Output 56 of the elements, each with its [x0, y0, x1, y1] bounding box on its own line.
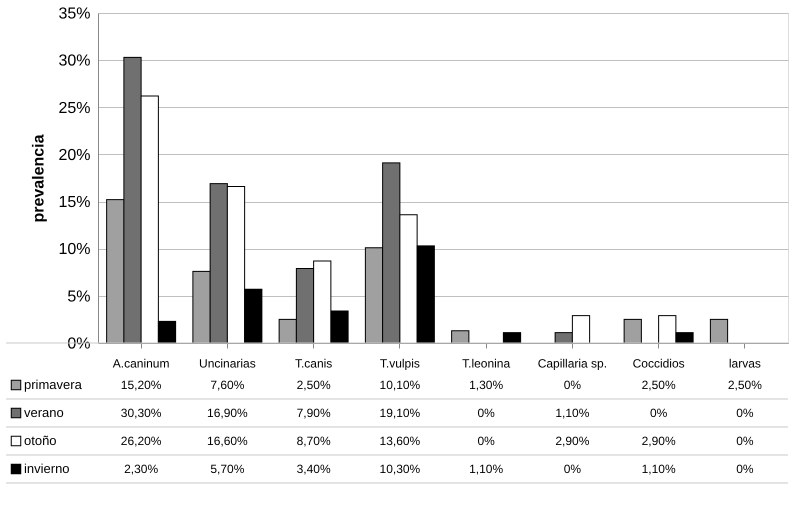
data-label: 2,90%: [642, 434, 676, 448]
x-tick-label: Coccidios: [632, 356, 685, 370]
data-label: 5,70%: [210, 462, 245, 476]
y-tick-label: 20%: [58, 146, 90, 164]
x-tick-label: T.canis: [294, 356, 332, 370]
data-label: 26,20%: [120, 434, 162, 448]
y-axis-title: prevalencia: [30, 134, 48, 223]
data-label: 8,70%: [296, 434, 331, 448]
data-label: 10,30%: [380, 462, 421, 476]
x-tick-label: T.leonina: [462, 356, 510, 370]
x-tick-label: larvas: [728, 356, 761, 370]
data-label: 7,90%: [296, 406, 331, 420]
data-label: 1,10%: [555, 406, 590, 420]
data-label: 0%: [477, 406, 496, 420]
data-label: 7,60%: [210, 378, 245, 392]
data-label: 15,20%: [120, 378, 162, 392]
legend-label: invierno: [24, 461, 70, 476]
data-label: 19,10%: [380, 406, 421, 420]
y-tick-label: 15%: [58, 194, 90, 212]
data-label: 13,60%: [380, 434, 421, 448]
legend-label: otoño: [24, 433, 57, 448]
bar: [502, 332, 522, 344]
data-label: 0%: [736, 462, 754, 476]
data-label: 0%: [736, 434, 754, 448]
data-label: 0%: [650, 406, 668, 420]
data-label: 2,30%: [124, 462, 158, 476]
legend-label: primavera: [24, 377, 83, 392]
x-tick-label: Uncinarias: [199, 356, 256, 370]
data-label: 1,10%: [469, 462, 504, 476]
data-label: 3,40%: [296, 462, 331, 476]
x-tick-label: Capillaria sp.: [538, 356, 608, 370]
data-label: 0%: [477, 434, 496, 448]
x-tick-label: T.vulpis: [380, 356, 420, 370]
x-tick-label: A.caninum: [112, 356, 170, 370]
data-label: 0%: [564, 462, 582, 476]
data-label: 0%: [564, 378, 582, 392]
bar: [624, 318, 642, 344]
data-label: 2,50%: [296, 378, 331, 392]
data-label: 0%: [736, 406, 754, 420]
y-tick-label: 10%: [58, 241, 90, 258]
data-label: 10,10%: [380, 378, 421, 392]
data-label: 1,10%: [642, 462, 676, 476]
y-tick-label: 35%: [58, 6, 90, 22]
data-label: 2,50%: [642, 378, 676, 392]
data-label: 16,90%: [207, 406, 248, 420]
bar: [710, 318, 728, 344]
data-label: 1,30%: [469, 378, 504, 392]
y-tick-label: 5%: [67, 288, 90, 306]
bar: [451, 330, 470, 344]
data-label: 2,50%: [728, 378, 762, 392]
y-tick-label: 25%: [58, 100, 90, 117]
data-label: 16,60%: [207, 434, 248, 448]
data-label: 2,90%: [555, 434, 590, 448]
data-label: 30,30%: [120, 406, 162, 420]
y-tick-label: 30%: [58, 52, 90, 70]
legend-label: verano: [24, 405, 64, 420]
